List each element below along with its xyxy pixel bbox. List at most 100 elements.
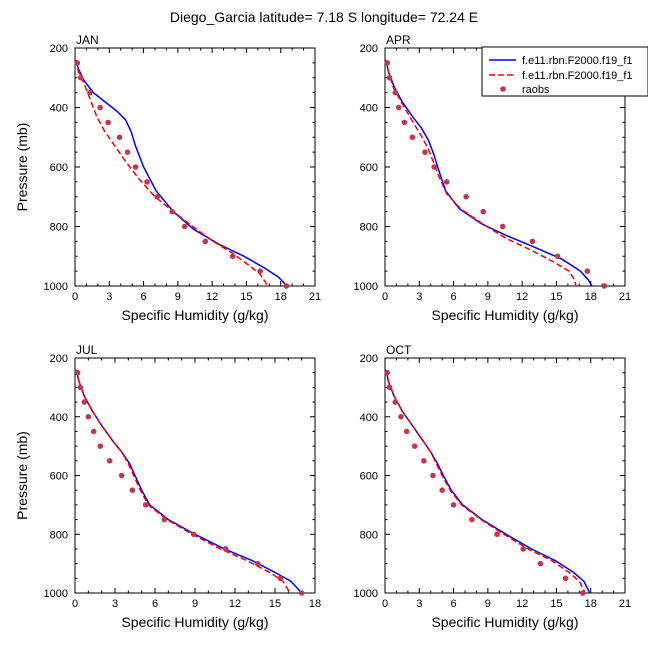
x-tick-label: 12 [229, 598, 241, 610]
x-tick-label: 9 [485, 291, 491, 303]
panel-oct: OCT 0 3 6 9 12 15 18 21 200 400 600 800 1000 Specific … [354, 343, 632, 630]
raobs-point [529, 238, 536, 245]
raobs-point [257, 268, 263, 274]
y-tick-label: 800 [360, 529, 378, 541]
raobs-point [386, 74, 393, 81]
x-tick-label: 0 [382, 598, 388, 610]
panel-jan: JAN 0 3 6 9 12 15 18 21 200 400 600 800 1000 Specific … [14, 33, 321, 323]
y-tick-label: 600 [50, 162, 68, 174]
raobs-point [411, 443, 418, 449]
x-tick-label: 3 [112, 598, 118, 610]
y-axis-label: Pressure (mb) [14, 431, 30, 520]
y-tick-label: 600 [360, 162, 378, 174]
raobs-point [154, 193, 161, 200]
x-axis-label: Specific Humidity (g/kg) [431, 307, 578, 323]
raobs-point [283, 283, 290, 289]
raobs-point [105, 119, 111, 126]
raobs-point [85, 413, 92, 420]
raobs-point [74, 60, 81, 66]
x-tick-label: 21 [309, 291, 321, 303]
x-axis-label: Specific Humidity (g/kg) [121, 307, 268, 323]
raobs-point [463, 193, 469, 200]
panel-title: JUL [76, 343, 98, 357]
raobs-point [277, 575, 284, 582]
x-tick-label: 0 [72, 598, 78, 610]
raobs-point [190, 531, 197, 538]
raobs-point [118, 472, 125, 479]
raobs-point [421, 458, 427, 464]
y-tick-label: 600 [50, 471, 68, 483]
y-tick-label: 400 [50, 412, 68, 424]
raobs-point [169, 208, 175, 215]
x-tick-label: 12 [516, 598, 528, 610]
raobs-point [392, 399, 399, 405]
legend-label-raobs: raobs [522, 84, 550, 96]
y-tick-label: 1000 [354, 588, 378, 600]
raobs-point [409, 134, 416, 141]
model-line-dashed [75, 59, 268, 287]
y-tick-label: 600 [360, 471, 378, 483]
raobs-point [77, 74, 84, 81]
x-tick-label: 12 [206, 291, 218, 303]
y-axis-label: Pressure (mb) [14, 123, 30, 212]
y-tick-label: 400 [50, 103, 68, 115]
raobs-point [116, 134, 123, 141]
raobs-point [520, 546, 527, 552]
raobs-point [579, 590, 586, 596]
raobs-point [74, 369, 81, 376]
x-tick-label: 9 [175, 291, 181, 303]
panel-apr: APR 0 3 6 9 12 15 18 21 200 400 600 800 1000 Specific … [354, 33, 632, 323]
raobs-point [450, 502, 457, 508]
raobs-point [97, 443, 104, 449]
raobs-point [537, 560, 544, 567]
model-line-solid [75, 59, 286, 287]
raobs-point [161, 516, 168, 523]
model-line-solid [75, 369, 303, 594]
x-tick-label: 21 [619, 598, 631, 610]
raobs-point [443, 179, 450, 185]
panel-title: OCT [386, 343, 412, 357]
raobs-point [392, 89, 399, 96]
raobs-point [398, 413, 404, 420]
plot-frame [384, 357, 626, 594]
model-line-dashed [75, 369, 291, 594]
raobs-point [124, 149, 131, 155]
legend-label-model-solid: f.e11.rbn.F2000.f19_f1 [522, 55, 633, 67]
y-tick-label: 400 [360, 103, 378, 115]
raobs-point [562, 575, 569, 582]
raobs-point [494, 531, 500, 538]
raobs-point [384, 369, 391, 376]
x-tick-label: 0 [72, 291, 78, 303]
raobs-point [202, 238, 209, 245]
raobs-point [254, 560, 261, 567]
x-tick-label: 15 [269, 598, 281, 610]
y-tick-label: 200 [50, 43, 68, 55]
y-tick-label: 800 [360, 222, 378, 234]
x-tick-label: 9 [192, 598, 198, 610]
raobs-point [87, 89, 93, 96]
raobs-point [181, 223, 188, 230]
raobs-point [386, 384, 393, 391]
x-tick-label: 15 [550, 291, 562, 303]
raobs-point [422, 149, 428, 155]
raobs-point [584, 268, 591, 274]
raobs-point [480, 208, 487, 215]
plot-frame [74, 357, 316, 594]
x-axis-label: Specific Humidity (g/kg) [431, 614, 578, 630]
raobs-point [81, 399, 88, 405]
x-tick-label: 6 [152, 598, 158, 610]
y-tick-label: 200 [50, 353, 68, 365]
x-tick-label: 6 [141, 291, 147, 303]
x-tick-label: 6 [451, 598, 457, 610]
x-tick-label: 18 [585, 598, 597, 610]
x-tick-label: 3 [416, 291, 422, 303]
raobs-point [97, 104, 103, 111]
x-tick-label: 6 [451, 291, 457, 303]
panel-title: JAN [76, 33, 99, 47]
x-tick-label: 15 [240, 291, 252, 303]
model-line-dashed [385, 59, 577, 287]
legend: f.e11.rbn.F2000.f19_f1 f.e11.rbn.F2000.f… [481, 46, 648, 97]
x-tick-label: 18 [275, 291, 287, 303]
raobs-point [144, 179, 150, 185]
